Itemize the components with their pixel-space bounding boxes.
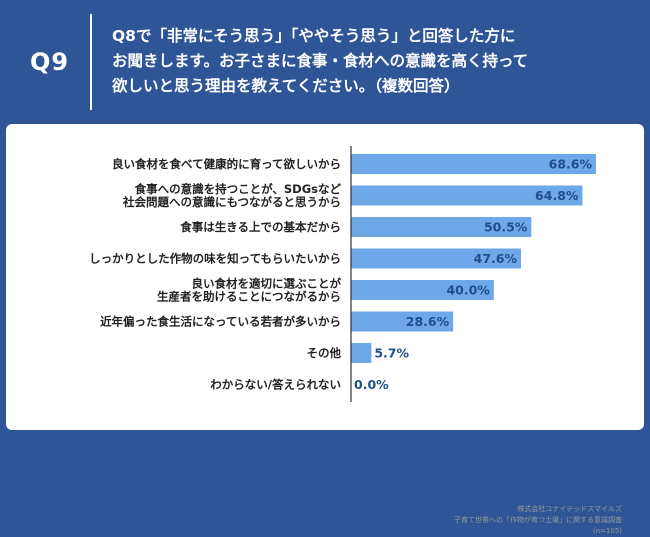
category-label: 社会問題への意識にもつながると思うから [122, 195, 341, 209]
source-sample-size: (n=105) [592, 527, 622, 535]
question-line: Q8で「非常にそう思う」「ややそう思う」と回答した方に [112, 27, 516, 45]
question-text: Q8で「非常にそう思う」「ややそう思う」と回答した方に お聞きします。お子さまに… [112, 24, 632, 99]
bar [351, 217, 532, 237]
value-label: 0.0% [354, 377, 389, 392]
value-label: 64.8% [535, 188, 579, 203]
category-label: 生産者を助けることにつながるから [157, 290, 341, 304]
question-line: お聞きします。お子さまに食事・食材への意識を高く持って [112, 52, 529, 70]
category-label: 食事への意識を持つことが、SDGsなど [135, 182, 342, 196]
bar [351, 343, 372, 363]
chart-panel: 68.6% 良い食材を食べて健康的に育って欲しいから 64.8% 食事への意識を持つこ… [6, 124, 644, 535]
bar [351, 185, 583, 206]
bar [351, 154, 596, 174]
value-label: 28.6% [406, 314, 450, 329]
category-label: その他 [307, 346, 342, 360]
category-label: わからない/答えられない [210, 378, 341, 392]
question-header: Q9 Q8で「非常にそう思う」「ややそう思う」と回答した方に お聞きします。お子… [0, 0, 650, 122]
header-divider [90, 14, 92, 110]
category-label: 食事は生きる上での基本だから [180, 220, 341, 234]
bar-chart: 68.6% 良い食材を食べて健康的に育って欲しいから 64.8% 食事への意識を持つこ… [89, 146, 596, 402]
question-line: 欲しいと思う理由を教えてください。（複数回答） [112, 77, 460, 95]
value-label: 50.5% [484, 220, 528, 235]
source-note: 株式会社ユナイテッドスマイルズ 子育て世帯への「作物が育つ土壌」に関する意識調査… [454, 504, 622, 537]
category-label: 近年偏った食生活になっている若者が多いから [100, 315, 341, 329]
bar [351, 248, 521, 269]
value-label: 68.6% [549, 157, 593, 172]
value-label: 47.6% [474, 251, 518, 266]
bar [351, 311, 454, 332]
category-label: 良い食材を適切に選ぶことが [192, 277, 342, 291]
source-company: 株式会社ユナイテッドスマイルズ [517, 505, 622, 513]
question-number: Q9 [30, 48, 70, 76]
bar [351, 280, 494, 300]
value-label: 40.0% [446, 283, 490, 298]
category-label: 良い食材を食べて健康的に育って欲しいから [112, 157, 341, 171]
value-label: 5.7% [374, 346, 409, 361]
category-label: しっかりとした作物の味を知ってもらいたいから [89, 252, 341, 266]
source-survey: 子育て世帯への「作物が育つ土壌」に関する意識調査 [454, 516, 622, 524]
